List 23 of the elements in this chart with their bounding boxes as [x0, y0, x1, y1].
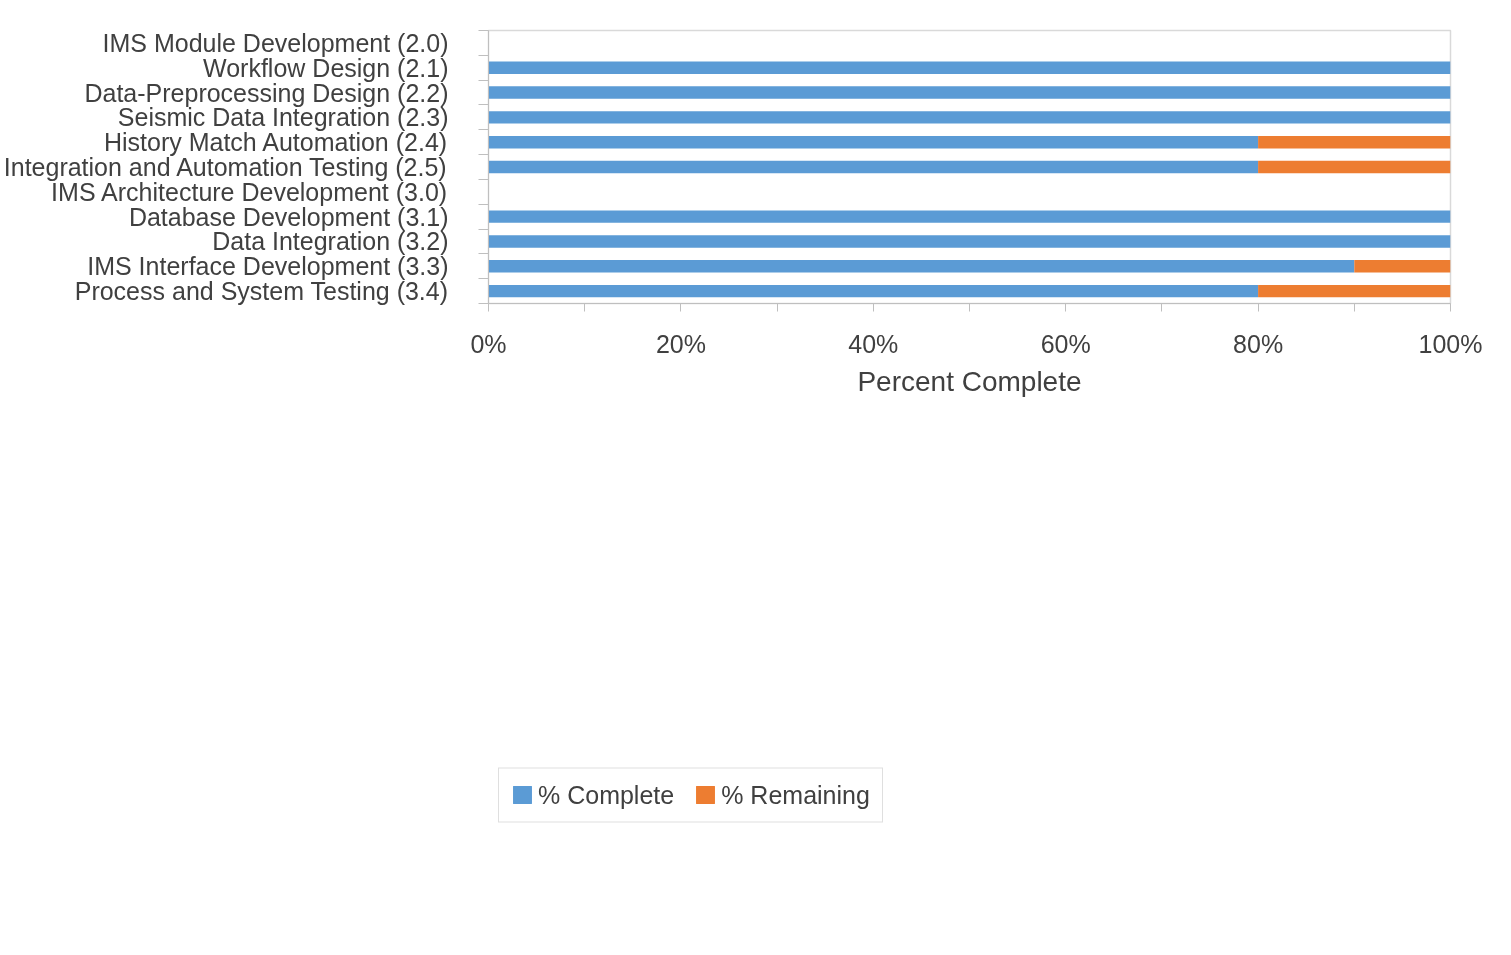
x-tick-label: 20%: [655, 329, 706, 358]
legend-label: % Remaining: [721, 780, 870, 810]
bar: [1258, 284, 1451, 298]
bar: [1354, 260, 1451, 273]
x-tick-label: 40%: [848, 329, 899, 358]
x-tick-label: 60%: [1040, 329, 1091, 358]
y-tick-label: IMS Module Development (2.0): [102, 28, 449, 57]
legend-label: % Complete: [538, 780, 675, 810]
bar: [488, 135, 1259, 149]
bar: [1258, 160, 1451, 174]
bar: [488, 210, 1451, 223]
x-axis-title: Percent Complete: [857, 365, 1082, 397]
bar: [488, 284, 1259, 298]
x-tick-label: 100%: [1418, 329, 1483, 358]
bar: [1258, 135, 1451, 149]
x-tick-label: 0%: [470, 329, 507, 358]
bar: [488, 235, 1451, 248]
bar: [488, 61, 1451, 74]
bar: [488, 260, 1355, 273]
bar: [488, 160, 1259, 174]
x-tick-label: 80%: [1233, 329, 1284, 358]
bar: [488, 86, 1451, 99]
bar: [488, 111, 1451, 124]
